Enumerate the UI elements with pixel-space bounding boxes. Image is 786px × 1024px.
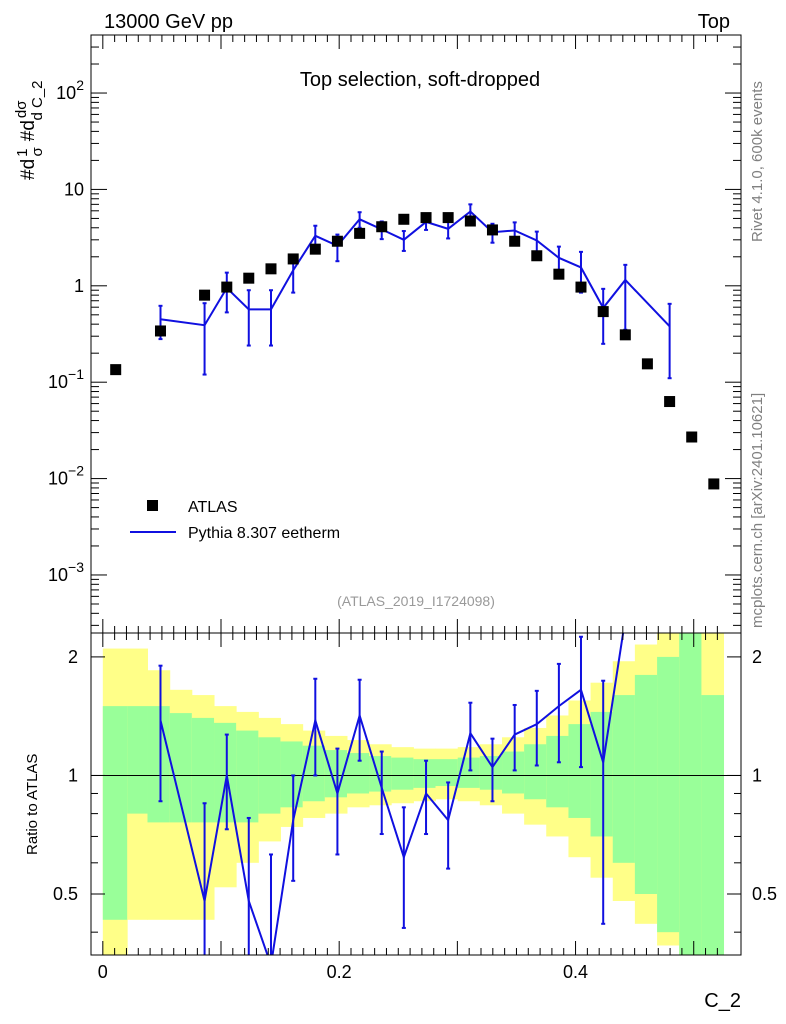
band-inner-segment: [324, 750, 348, 798]
y-tick-label: 1: [74, 276, 84, 296]
atlas-data-point: [309, 243, 321, 255]
atlas-data-point: [154, 325, 166, 337]
atlas-data-point: [597, 306, 609, 318]
y-axis-label-text: #d1σ#ddσd C_2: [13, 80, 46, 180]
mcplots-label: mcplots.cern.ch [arXiv:2401.10621]: [749, 393, 766, 628]
top-plot-frame: [90, 34, 742, 634]
band-inner-segment: [457, 757, 481, 788]
band-inner-segment: [701, 695, 725, 955]
band-inner-segment: [391, 757, 414, 790]
y-tick-label: 10−2: [48, 463, 84, 489]
atlas-data-point: [221, 281, 233, 293]
atlas-data-point: [641, 358, 653, 370]
band-inner-segment: [612, 695, 636, 863]
atlas-data-point: [575, 281, 587, 293]
atlas-data-point: [331, 235, 343, 247]
atlas-data-point: [708, 478, 720, 490]
band-inner-segment: [302, 745, 326, 802]
atlas-data-point: [287, 253, 299, 265]
x-tick-label: 0: [98, 962, 108, 982]
header-right: Top: [698, 11, 730, 33]
atlas-data-point: [619, 329, 631, 341]
legend: ATLAS Pythia 8.307 eetherm: [130, 499, 340, 542]
band-inner-segment: [169, 713, 193, 823]
y-tick-label: 10−1: [48, 366, 84, 392]
atlas-data-point: [464, 215, 476, 227]
band-inner-segment: [634, 674, 658, 894]
atlas-data-point: [553, 268, 565, 280]
atlas-data-point: [354, 227, 366, 239]
atlas-data-point: [686, 431, 698, 443]
atlas-data-point: [531, 250, 543, 262]
y-axis-label: #d1σ#ddσd C_2: [13, 80, 46, 180]
band-inner-segment: [657, 656, 680, 933]
band-inner-segment: [524, 744, 547, 800]
analysis-annotation: (ATLAS_2019_I1724098): [337, 593, 495, 609]
atlas-data-point: [509, 235, 521, 247]
ratio-y-tick-label-right: 2: [752, 647, 762, 667]
band-inner-segment: [127, 706, 148, 814]
atlas-data-point: [398, 213, 410, 225]
atlas-data-point: [442, 212, 454, 224]
atlas-data-point: [486, 224, 498, 236]
header-left: 13000 GeV pp: [104, 11, 233, 33]
atlas-data-point: [664, 396, 676, 408]
ratio-y-tick-label: 1: [68, 765, 78, 785]
atlas-data-point: [376, 221, 388, 233]
atlas-data-point: [420, 212, 432, 224]
y-tick-label: 10: [64, 179, 84, 199]
x-tick-label: 0.2: [327, 962, 352, 982]
atlas-data-point: [243, 272, 255, 284]
axes: 10−3 10−2 10−1 1 10 102 0 0.2 0.4 0.5 0.5 1 1 2 2: [48, 34, 777, 982]
band-inner-segment: [102, 706, 128, 920]
ratio-y-label: Ratio to ATLAS: [24, 754, 41, 855]
ratio-y-tick-label: 0.5: [53, 884, 78, 904]
y-tick-label: 10−3: [48, 559, 84, 585]
ratio-y-tick-label-right: 0.5: [752, 884, 777, 904]
atlas-data-point: [265, 263, 277, 275]
band-inner-segment: [236, 730, 259, 823]
band-inner-segment: [679, 633, 702, 955]
band-inner-segment: [546, 735, 569, 808]
ratio-plot-frame: [90, 632, 742, 956]
ratio-bands: [91, 633, 741, 955]
band-inner-segment: [280, 741, 304, 808]
band-inner-segment: [479, 756, 503, 790]
band-inner-segment: [590, 711, 614, 837]
x-tick-label: 0.4: [563, 962, 588, 982]
legend-label-pythia: Pythia 8.307 eetherm: [188, 525, 340, 542]
chart-content: [110, 203, 720, 955]
ratio-y-tick-label: 2: [68, 647, 78, 667]
y-tick-label: 102: [56, 77, 84, 103]
band-inner-segment: [502, 751, 525, 794]
chart-title: Top selection, soft-dropped: [300, 69, 540, 91]
ratio-series-group: [158, 633, 625, 955]
band-inner-segment: [413, 759, 436, 788]
ratio-y-tick-label-right: 1: [752, 765, 762, 785]
atlas-data-point: [199, 289, 211, 301]
band-inner-segment: [435, 759, 459, 787]
mc-series-line: [160, 210, 671, 328]
band-inner-segment: [346, 753, 370, 794]
rivet-label: Rivet 4.1.0, 600k events: [749, 81, 766, 242]
legend-marker-atlas: [147, 500, 158, 511]
band-inner-segment: [147, 706, 171, 823]
band-inner-segment: [568, 724, 592, 818]
x-axis-label: C_2: [704, 990, 741, 1012]
atlas-data-point: [110, 364, 122, 376]
band-inner-segment: [191, 717, 215, 823]
legend-label-atlas: ATLAS: [188, 499, 238, 516]
